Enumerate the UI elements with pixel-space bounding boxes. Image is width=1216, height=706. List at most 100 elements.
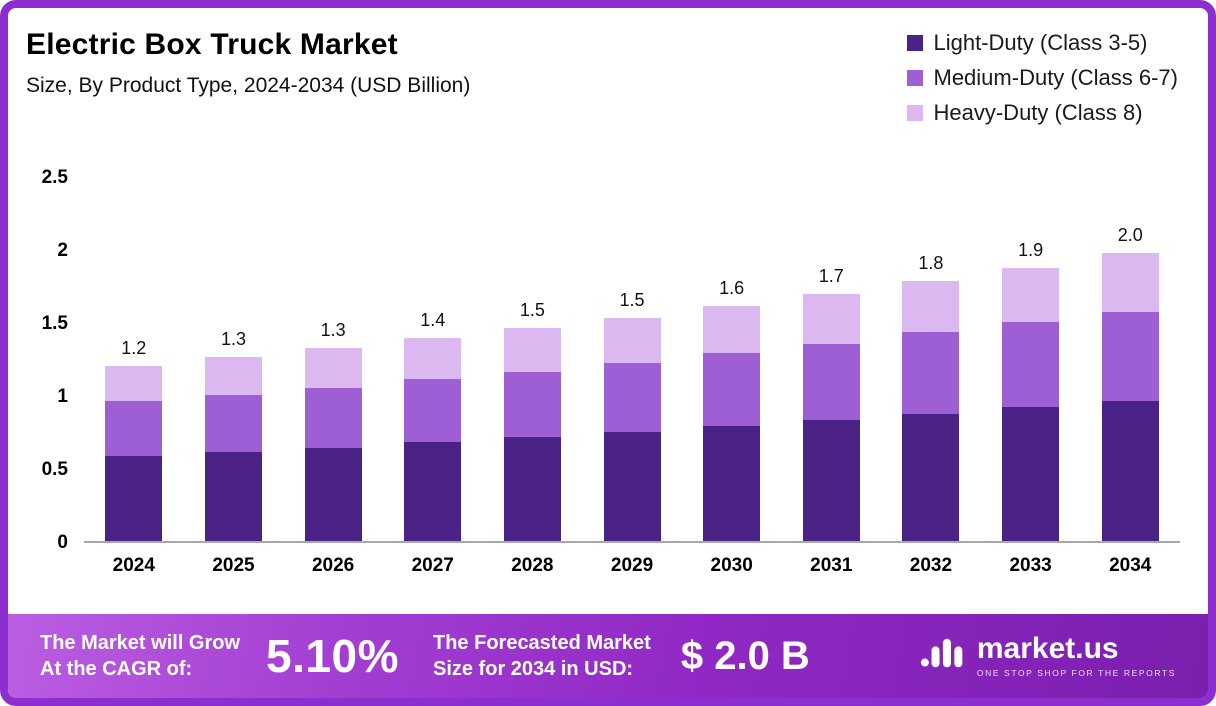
bar-stack-2028 xyxy=(503,327,561,541)
bar-stack-2029 xyxy=(603,317,661,541)
y-axis-tick-1: 1 xyxy=(57,386,68,407)
brand-name: market.us xyxy=(976,632,1119,665)
page-subtitle: Size, By Product Type, 2024-2034 (USD Bi… xyxy=(26,74,471,97)
title-block: Electric Box Truck Market Size, By Produ… xyxy=(26,28,470,98)
bar-segment-medium-duty-class-6-7- xyxy=(204,395,262,452)
chart-area: 0 0.5 1 1.5 2 2.5 1.2 1.3 1.3 1.4 1.5 1.5 1.6 1.7 1.8… xyxy=(8,126,1208,614)
bar-group-2025: 1.3 xyxy=(184,329,284,541)
bar-segment-heavy-duty-class-8- xyxy=(703,306,761,353)
bar-stack-2025 xyxy=(204,357,262,541)
bar-total-label: 1.4 xyxy=(420,310,446,331)
page-title: Electric Box Truck Market xyxy=(26,28,398,61)
bar-segment-heavy-duty-class-8- xyxy=(1002,268,1060,323)
bar-total-label: 1.5 xyxy=(519,299,545,320)
legend-swatch-light-duty xyxy=(906,35,923,51)
cagr-label-line1: The Market will Grow xyxy=(40,632,241,654)
legend-label: Medium-Duty (Class 6-7) xyxy=(933,65,1179,90)
bar-segment-light-duty-class-3-5- xyxy=(404,441,462,541)
y-axis-tick-2: 2 xyxy=(57,240,68,261)
bar-group-2033: 1.9 xyxy=(981,240,1081,541)
bar-segment-light-duty-class-3-5- xyxy=(703,425,761,541)
cagr-label-line2: At the CAGR of: xyxy=(40,658,193,680)
bar-segment-medium-duty-class-6-7- xyxy=(802,343,860,420)
plot-area: 1.2 1.3 1.3 1.4 1.5 1.5 1.6 1.7 1.8 1.9 2.0 2024 20… xyxy=(84,178,1180,577)
legend-item-medium-duty: Medium-Duty (Class 6-7) xyxy=(906,65,1179,91)
brand-text: market.us ONE STOP SHOP FOR THE REPORTS xyxy=(976,632,1176,679)
bar-segment-light-duty-class-3-5- xyxy=(204,451,262,541)
bar-segment-light-duty-class-3-5- xyxy=(304,447,362,541)
bar-segment-medium-duty-class-6-7- xyxy=(1002,322,1060,407)
bar-segment-light-duty-class-3-5- xyxy=(1002,406,1060,541)
bar-stack-2032 xyxy=(902,281,960,541)
legend-label: Heavy-Duty (Class 8) xyxy=(933,100,1143,125)
y-axis-tick-1.5: 1.5 xyxy=(41,313,68,334)
bar-segment-heavy-duty-class-8- xyxy=(902,281,960,333)
bar-stack-2033 xyxy=(1002,268,1060,541)
bar-total-label: 1.2 xyxy=(121,337,147,358)
bar-stack-2027 xyxy=(404,338,462,541)
bar-segment-medium-duty-class-6-7- xyxy=(105,400,163,457)
x-axis-label-2030: 2030 xyxy=(710,555,753,576)
x-axis-label-2026: 2026 xyxy=(311,555,355,576)
bar-group-2028: 1.5 xyxy=(483,300,583,541)
y-axis-tick-0: 0 xyxy=(57,532,68,553)
bar-segment-heavy-duty-class-8- xyxy=(1101,253,1159,312)
bar-stack-2031 xyxy=(802,294,860,541)
bars-row: 1.2 1.3 1.3 1.4 1.5 1.5 1.6 1.7 1.8 1.9 2.0 xyxy=(84,178,1180,543)
forecast-label: The Forecasted Market Size for 2034 in U… xyxy=(433,630,651,682)
header: Electric Box Truck Market Size, By Produ… xyxy=(8,8,1208,126)
bar-group-2030: 1.6 xyxy=(682,278,782,541)
bar-group-2032: 1.8 xyxy=(881,253,981,541)
x-axis-label-2024: 2024 xyxy=(112,555,155,576)
bar-segment-medium-duty-class-6-7- xyxy=(503,371,561,438)
brand-tagline: ONE STOP SHOP FOR THE REPORTS xyxy=(976,668,1176,678)
footer-banner: The Market will Grow At the CAGR of: 5.1… xyxy=(8,614,1208,698)
cagr-value: 5.10% xyxy=(266,630,399,682)
cagr-label: The Market will Grow At the CAGR of: xyxy=(40,630,240,682)
bar-segment-light-duty-class-3-5- xyxy=(105,456,163,541)
bar-segment-medium-duty-class-6-7- xyxy=(404,378,462,442)
bar-segment-heavy-duty-class-8- xyxy=(503,327,561,372)
x-axis-label-2034: 2034 xyxy=(1109,555,1152,576)
legend-item-heavy-duty: Heavy-Duty (Class 8) xyxy=(906,100,1179,126)
bar-segment-heavy-duty-class-8- xyxy=(802,294,860,344)
x-axis-label-2033: 2033 xyxy=(1009,555,1052,576)
x-axis-label-2032: 2032 xyxy=(909,555,953,576)
bar-group-2031: 1.7 xyxy=(781,266,881,541)
x-labels-row: 2024 2025 2026 2027 2028 2029 2030 2031 2032 2033… xyxy=(84,555,1180,577)
bar-total-label: 1.5 xyxy=(619,289,645,310)
x-axis-label-2031: 2031 xyxy=(810,555,853,576)
forecast-label-line1: The Forecasted Market xyxy=(432,632,651,654)
y-axis-tick-0.5: 0.5 xyxy=(41,459,68,480)
legend-swatch-heavy-duty xyxy=(906,105,923,121)
bar-group-2027: 1.4 xyxy=(383,310,483,541)
y-axis-tick-2.5: 2.5 xyxy=(41,167,68,188)
bar-total-label: 1.9 xyxy=(1018,240,1044,261)
x-axis-label-2027: 2027 xyxy=(411,555,454,576)
bar-stack-2034 xyxy=(1101,253,1159,541)
bar-segment-heavy-duty-class-8- xyxy=(204,357,262,396)
bar-segment-light-duty-class-3-5- xyxy=(902,414,960,541)
bar-total-label: 2.0 xyxy=(1117,225,1143,246)
bar-total-label: 1.3 xyxy=(320,320,346,341)
bar-segment-medium-duty-class-6-7- xyxy=(902,332,960,414)
bar-segment-medium-duty-class-6-7- xyxy=(703,352,761,426)
bar-segment-medium-duty-class-6-7- xyxy=(603,362,661,432)
bar-total-label: 1.7 xyxy=(818,266,844,287)
bar-total-label: 1.3 xyxy=(220,329,246,350)
x-axis-label-2028: 2028 xyxy=(511,555,554,576)
bar-group-2026: 1.3 xyxy=(283,320,383,541)
bar-total-label: 1.8 xyxy=(918,253,944,274)
legend-label: Light-Duty (Class 3-5) xyxy=(933,30,1148,55)
marketus-logo-icon xyxy=(919,635,965,678)
bar-segment-light-duty-class-3-5- xyxy=(1101,400,1159,541)
legend-swatch-medium-duty xyxy=(906,70,923,86)
bar-group-2024: 1.2 xyxy=(84,338,184,541)
x-axis-label-2029: 2029 xyxy=(610,555,654,576)
y-axis: 0 0.5 1 1.5 2 2.5 xyxy=(20,167,84,553)
bar-segment-medium-duty-class-6-7- xyxy=(304,387,362,448)
chart-legend: Light-Duty (Class 3-5) Medium-Duty (Clas… xyxy=(906,28,1179,126)
bar-segment-medium-duty-class-6-7- xyxy=(1101,311,1159,401)
bar-segment-light-duty-class-3-5- xyxy=(802,419,860,541)
